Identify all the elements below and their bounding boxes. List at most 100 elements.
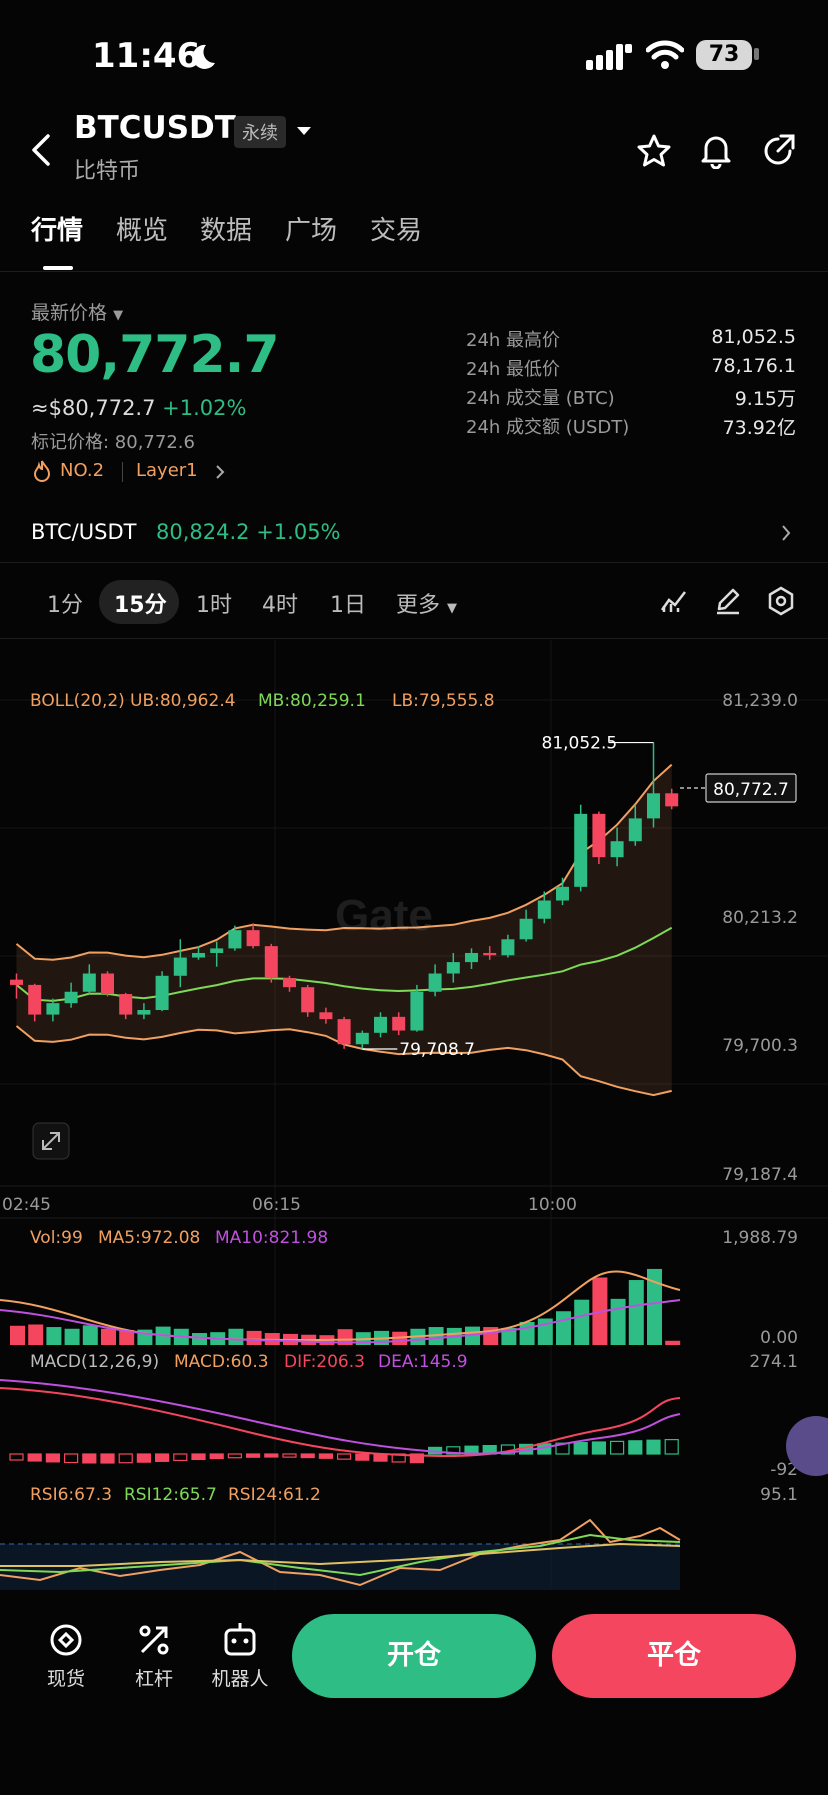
assistant-bubble[interactable] bbox=[786, 1416, 828, 1476]
close-position-button[interactable]: 平仓 bbox=[552, 1614, 796, 1698]
chevron-right-icon[interactable] bbox=[780, 524, 792, 542]
robot-label[interactable]: 机器人 bbox=[211, 1668, 269, 1690]
stat-turnover-value: 73.92亿 bbox=[722, 417, 796, 439]
rsi-band-fill bbox=[0, 1544, 680, 1590]
usd-price: ≈$80,772.7 +1.02% bbox=[31, 396, 247, 420]
candle bbox=[137, 1003, 151, 1020]
candle-body bbox=[392, 1016, 406, 1031]
candle bbox=[465, 948, 478, 969]
candle bbox=[355, 1030, 369, 1050]
y-tick-0: 81,239.0 bbox=[722, 691, 798, 711]
tab-overview[interactable]: 概览 bbox=[116, 216, 169, 246]
category-tag[interactable]: Layer1 bbox=[136, 460, 198, 481]
candle-body bbox=[556, 886, 569, 901]
latest-price-label[interactable]: 最新价格 ▼ bbox=[31, 302, 124, 324]
candle bbox=[556, 877, 569, 906]
candle-body bbox=[64, 991, 78, 1004]
candle bbox=[501, 934, 515, 958]
stat-turnover-label: 24h 成交额 (USDT) bbox=[466, 417, 630, 438]
caret-down-icon[interactable] bbox=[296, 125, 312, 137]
interval-more[interactable]: 更多 ▼ bbox=[396, 593, 458, 618]
candle-body bbox=[537, 900, 551, 919]
candle bbox=[283, 975, 296, 992]
high-annotation: 81,052.5 bbox=[542, 734, 618, 754]
volume-bar bbox=[501, 1327, 517, 1345]
boll-legend-mb: MB:80,259.1 bbox=[258, 691, 366, 711]
macd-bar bbox=[591, 1441, 607, 1455]
y-tick-3: 79,187.4 bbox=[722, 1165, 798, 1185]
spot-pair-label[interactable]: BTC/USDT bbox=[31, 520, 137, 544]
interval-1m[interactable]: 1分 bbox=[47, 593, 83, 618]
macd-bar bbox=[318, 1453, 333, 1459]
last-price: 80,772.7 bbox=[30, 325, 280, 385]
rsi12-line bbox=[0, 1533, 681, 1577]
spot-pair-price[interactable]: 80,824.2 +1.05% bbox=[156, 520, 341, 544]
candle-body bbox=[137, 1010, 151, 1015]
candle-body bbox=[192, 952, 205, 958]
interval-1d[interactable]: 1日 bbox=[330, 593, 366, 618]
volume-bars bbox=[10, 1268, 681, 1345]
candle-body bbox=[446, 962, 460, 974]
candle-body bbox=[301, 987, 315, 1013]
candle-body bbox=[283, 978, 296, 988]
last-price-tag-box bbox=[705, 773, 797, 803]
expand-icon[interactable] bbox=[32, 1122, 70, 1160]
bottom-action-bar: 现货 杠杆 机器人 开仓 平仓 bbox=[0, 1590, 828, 1795]
macd-bar bbox=[246, 1453, 261, 1458]
boll-legend-ub: UB:80,962.4 bbox=[130, 691, 236, 711]
leverage-label[interactable]: 杠杆 bbox=[134, 1668, 173, 1690]
back-arrow-icon[interactable] bbox=[28, 132, 54, 168]
spot-label[interactable]: 现货 bbox=[46, 1668, 85, 1690]
interval-4h[interactable]: 4时 bbox=[262, 593, 298, 618]
share-icon[interactable] bbox=[760, 133, 796, 169]
volume-bar bbox=[574, 1299, 590, 1345]
macd-bar bbox=[409, 1453, 424, 1464]
interval-1h[interactable]: 1时 bbox=[196, 593, 232, 618]
robot-icon[interactable] bbox=[222, 1620, 258, 1658]
macd-legend-label: MACD(12,26,9) bbox=[30, 1352, 159, 1372]
chevron-right-icon[interactable] bbox=[214, 464, 226, 480]
candle bbox=[519, 909, 533, 942]
rank-tag[interactable]: NO.2 bbox=[60, 460, 105, 481]
star-icon[interactable] bbox=[636, 133, 672, 169]
volume-bar bbox=[82, 1325, 98, 1345]
settings-hex-icon[interactable] bbox=[767, 586, 795, 616]
tab-active-indicator bbox=[43, 266, 73, 270]
macd-bar bbox=[227, 1453, 242, 1459]
leverage-icon[interactable] bbox=[136, 1622, 172, 1658]
indicator-icon[interactable] bbox=[660, 588, 688, 614]
open-position-button[interactable]: 开仓 bbox=[292, 1614, 536, 1698]
status-time: 11:46 bbox=[92, 36, 201, 76]
candle-body bbox=[574, 813, 588, 887]
tab-square[interactable]: 广场 bbox=[285, 216, 338, 246]
bell-icon[interactable] bbox=[698, 131, 734, 169]
candle-body bbox=[155, 975, 169, 1011]
price-chart[interactable]: Gate BOLL(20,2) UB:80,962.4 MB:80,259.1 … bbox=[0, 640, 828, 1590]
spot-icon[interactable] bbox=[48, 1622, 84, 1658]
candle-body bbox=[319, 1012, 333, 1020]
candle-body bbox=[501, 939, 515, 956]
candle-body bbox=[647, 793, 660, 819]
volume-bar bbox=[246, 1330, 262, 1345]
candle bbox=[228, 925, 242, 951]
boll-band-fill bbox=[16, 764, 672, 1096]
symbol-title[interactable]: BTCUSDT bbox=[74, 110, 236, 146]
interval-15m[interactable]: 15分 bbox=[114, 593, 167, 618]
tab-market[interactable]: 行情 bbox=[31, 216, 84, 246]
draw-pencil-icon[interactable] bbox=[714, 587, 742, 615]
battery-indicator: 73 bbox=[696, 40, 752, 70]
candle-body bbox=[610, 841, 624, 858]
candle-body bbox=[592, 813, 606, 858]
flame-icon bbox=[33, 460, 51, 482]
candle bbox=[119, 992, 133, 1020]
candles-layer bbox=[10, 742, 679, 1050]
tab-trade[interactable]: 交易 bbox=[370, 216, 423, 246]
low-annotation: 79,708.7 bbox=[399, 1040, 475, 1060]
vol-y-tick-0: 1,988.79 bbox=[722, 1228, 798, 1248]
tab-data[interactable]: 数据 bbox=[200, 216, 253, 246]
volume-bar bbox=[465, 1326, 480, 1345]
candle bbox=[446, 952, 460, 983]
volume-bar bbox=[519, 1321, 535, 1345]
macd-bar bbox=[9, 1453, 24, 1461]
rsi12-legend: RSI12:65.7 bbox=[124, 1485, 217, 1505]
